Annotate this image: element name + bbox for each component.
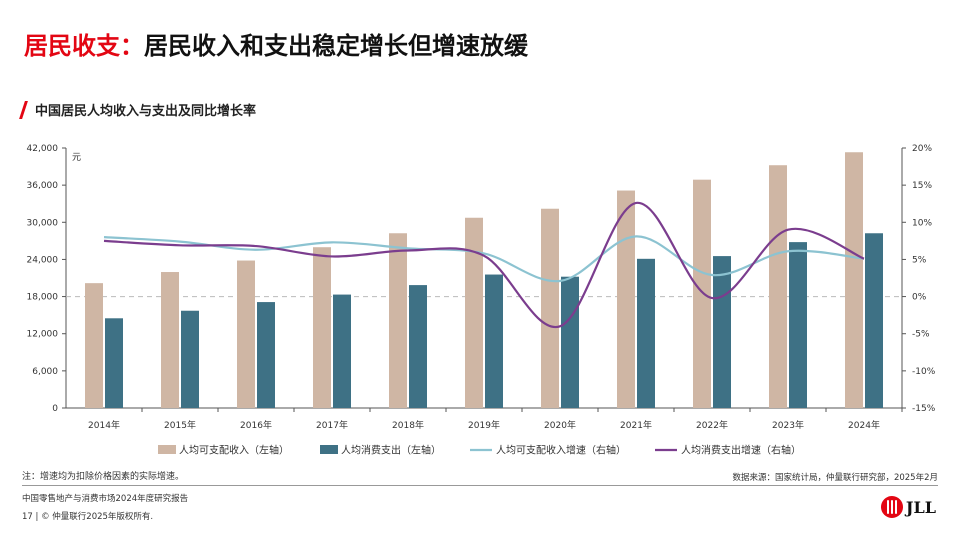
income-bar	[85, 283, 103, 408]
subtitle-block: 中国居民人均收入与支出及同比增长率	[19, 100, 257, 119]
left-tick-label: 36,000	[27, 181, 59, 191]
x-tick-label: 2016年	[240, 419, 272, 431]
income-bar	[161, 272, 179, 408]
legend-income-label: 人均可支配收入（左轴）	[179, 444, 289, 457]
data-source: 数据来源：国家统计局，仲量联行研究部，2025年2月	[732, 473, 938, 483]
x-tick-label: 2021年	[620, 419, 652, 431]
income-growth-line	[103, 235, 865, 283]
spending-bar	[333, 294, 351, 408]
spending-bar	[713, 256, 731, 408]
spending-bar	[105, 318, 123, 408]
spending-growth-line	[103, 201, 865, 329]
spending-bar	[865, 233, 883, 408]
right-tick-label: 20%	[912, 144, 932, 154]
x-tick-label: 2018年	[392, 419, 424, 431]
report-name: 中国零售地产与消费市场2024年度研究报告	[22, 494, 189, 504]
x-tick-label: 2014年	[88, 419, 120, 431]
x-tick-label: 2017年	[316, 419, 348, 431]
spending-bar	[637, 258, 655, 408]
title-rest: 居民收入和支出稳定增长但增速放缓	[144, 32, 528, 60]
income-bar	[693, 179, 711, 408]
right-tick-label: 10%	[912, 218, 932, 228]
left-tick-label: 12,000	[27, 330, 59, 340]
legend-income-swatch	[158, 445, 176, 454]
left-tick-label: 24,000	[27, 255, 59, 265]
page-title: 居民收支：居民收入和支出稳定增长但增速放缓	[24, 26, 528, 61]
jll-logo-icon	[880, 496, 903, 518]
right-tick-label: 0%	[912, 293, 927, 303]
right-tick-label: -5%	[912, 330, 930, 340]
left-tick-label: 6,000	[32, 367, 58, 377]
x-tick-label: 2020年	[544, 419, 576, 431]
x-tick-label: 2019年	[468, 419, 500, 431]
title-accent: 居民收支：	[24, 32, 144, 60]
left-tick-label: 42,000	[27, 144, 59, 154]
income-bar	[389, 233, 407, 408]
left-tick-label: 30,000	[27, 218, 59, 228]
income-bar	[617, 190, 635, 408]
legend-spending-label: 人均消费支出（左轴）	[341, 444, 441, 457]
copyright: 17 | © 仲量联行2025年版权所有.	[22, 512, 154, 522]
spending-bar	[485, 274, 503, 408]
right-tick-label: 15%	[912, 181, 932, 191]
left-tick-label: 18,000	[27, 293, 59, 303]
left-tick-label: 0	[52, 404, 58, 414]
spending-bar	[257, 302, 275, 408]
spending-bar	[409, 285, 427, 408]
legend-spending-swatch	[320, 445, 338, 454]
legend-income-growth-label: 人均可支配收入增速（右轴）	[496, 444, 626, 457]
footnote: 注：增速均为扣除价格因素的实际增速。	[22, 472, 185, 482]
income-bar	[769, 165, 787, 408]
x-tick-label: 2023年	[772, 419, 804, 431]
footer-divider	[22, 485, 938, 486]
spending-bar	[181, 310, 199, 408]
chart-subtitle: 中国居民人均收入与支出及同比增长率	[35, 104, 257, 119]
income-bar	[465, 217, 483, 408]
income-spending-chart: 0 6,000 12,000 18,000 24,000 30,000 36,000 42,0…	[27, 144, 936, 457]
x-tick-label: 2024年	[848, 419, 880, 431]
right-tick-label: -10%	[912, 367, 936, 377]
spending-bar	[789, 242, 807, 408]
legend-spending-growth-label: 人均消费支出增速（右轴）	[681, 444, 801, 457]
right-tick-label: 5%	[912, 255, 927, 265]
y-axis-unit: 元	[72, 153, 81, 163]
income-bar	[541, 208, 559, 408]
jll-logo: JLL	[880, 496, 936, 518]
right-tick-label: -15%	[912, 404, 936, 414]
x-tick-label: 2015年	[164, 419, 196, 431]
income-bar	[313, 247, 331, 408]
x-tick-label: 2022年	[696, 419, 728, 431]
income-bar	[237, 260, 255, 408]
income-bar	[845, 152, 863, 408]
jll-logo-text: JLL	[905, 497, 936, 517]
spending-bar	[561, 276, 579, 408]
